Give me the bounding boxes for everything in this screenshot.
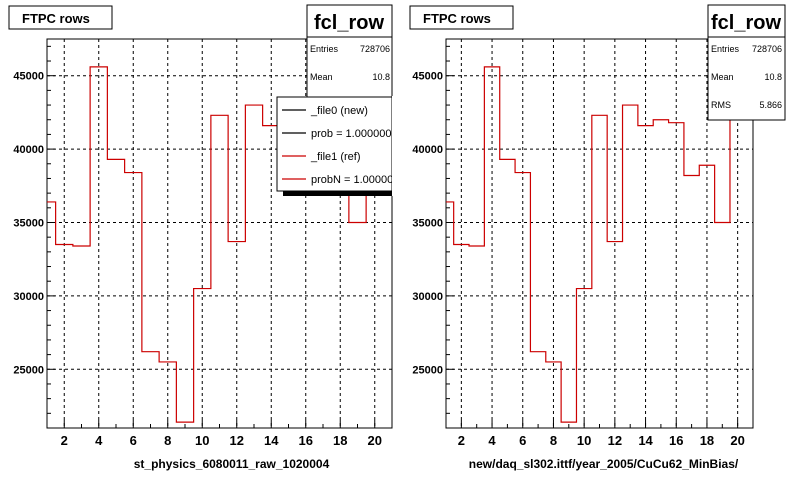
x-tick-label: 12 xyxy=(230,433,244,448)
chart-title: FTPC rows xyxy=(423,11,491,26)
histogram-bin xyxy=(184,421,186,423)
x-tick-label: 10 xyxy=(577,433,591,448)
stats-mean-label: Mean xyxy=(310,72,333,82)
histogram-bin xyxy=(660,119,662,121)
histogram-bin xyxy=(629,104,631,106)
histogram-bin xyxy=(445,201,447,203)
x-tick-label: 12 xyxy=(608,433,622,448)
histogram-bin xyxy=(506,158,508,160)
histogram-bin xyxy=(460,244,462,246)
x-tick-label: 14 xyxy=(264,433,279,448)
y-tick-label: 35000 xyxy=(412,217,443,229)
histogram-bin xyxy=(721,221,723,223)
histogram-bin xyxy=(522,172,524,174)
histogram-bin xyxy=(568,421,570,423)
x-tick-label: 2 xyxy=(458,433,465,448)
chart-panel-2: 2 4 6 8 10 12 14 16 18 20 45000 40000 35000 30000 2500… xyxy=(409,5,754,471)
legend-label: _file0 (new) xyxy=(310,105,368,117)
histogram-bin xyxy=(150,351,152,353)
histogram-bin xyxy=(132,172,134,174)
stats-name: fcl_row xyxy=(711,12,781,34)
histogram-bin xyxy=(599,114,601,116)
x-tick-label: 4 xyxy=(488,433,496,448)
legend-label: probN = 1.000000 xyxy=(311,174,399,186)
y-tick-label: 45000 xyxy=(13,71,44,83)
legend-label: _file1 (ref) xyxy=(310,151,361,163)
histogram-bin xyxy=(46,201,48,203)
histogram-bin xyxy=(63,244,65,246)
stats-entries-label: Entries xyxy=(711,44,740,54)
histogram-bin xyxy=(691,175,693,177)
histogram-bin xyxy=(236,241,238,243)
histogram-bin xyxy=(201,288,203,290)
x-tick-label: 2 xyxy=(61,433,68,448)
legend: _file0 (new) prob = 1.000000 _file1 (ref) p… xyxy=(276,96,400,196)
y-tick-label: 25000 xyxy=(13,364,44,376)
title-box xyxy=(8,5,113,30)
y-tick-label: 45000 xyxy=(412,71,443,83)
y-tick-label: 40000 xyxy=(13,144,44,156)
y-tick-label: 30000 xyxy=(412,291,443,303)
legend-frame xyxy=(276,96,393,192)
plot-frame xyxy=(445,38,754,429)
histogram-bin xyxy=(645,125,647,127)
x-tick-label: 6 xyxy=(519,433,526,448)
x-tick-label: 18 xyxy=(333,433,347,448)
stats-rms-value: 5.866 xyxy=(759,100,782,110)
histogram-bin xyxy=(81,245,83,247)
histogram-line xyxy=(446,66,746,423)
histogram-bin xyxy=(552,361,554,363)
x-tick-label: 16 xyxy=(299,433,313,448)
histogram-bin xyxy=(491,66,493,68)
histogram-bin xyxy=(675,122,677,124)
histogram-bin xyxy=(357,221,359,223)
x-tick-label: 8 xyxy=(164,433,171,448)
x-tick-label: 8 xyxy=(550,433,557,448)
legend-edge-mask xyxy=(392,96,400,196)
histogram-bin xyxy=(167,361,169,363)
stats-entries-label: Entries xyxy=(310,44,339,54)
title-box xyxy=(409,5,514,30)
stats-rms-label: RMS xyxy=(711,100,731,110)
y-tick-label: 30000 xyxy=(13,291,44,303)
x-tick-label: 10 xyxy=(195,433,209,448)
histogram-bin xyxy=(219,114,221,116)
histogram-bin xyxy=(476,245,478,247)
histogram-bin xyxy=(537,351,539,353)
x-axis-title: st_physics_6080011_raw_1020004 xyxy=(134,457,330,471)
y-tick-label: 25000 xyxy=(412,364,443,376)
stats-mean-value: 10.8 xyxy=(372,72,390,82)
stats-entries-value: 728706 xyxy=(752,44,782,54)
stats-frame xyxy=(707,4,786,121)
x-axis-title: new/daq_sl302.ittf/year_2005/CuCu62_MinB… xyxy=(469,457,739,471)
x-tick-label: 4 xyxy=(95,433,103,448)
histogram-bin xyxy=(706,164,708,166)
x-tick-label: 14 xyxy=(638,433,653,448)
stats-mean-label: Mean xyxy=(711,72,734,82)
histogram-bin xyxy=(583,288,585,290)
x-tick-label: 16 xyxy=(669,433,683,448)
chart-title: FTPC rows xyxy=(22,11,90,26)
histogram-bin xyxy=(253,104,255,106)
x-tick-label: 20 xyxy=(368,433,382,448)
stats-box-2: fcl_row Entries 728706 Mean 10.8 RMS 5.866 xyxy=(707,4,786,121)
x-tick-label: 6 xyxy=(130,433,137,448)
x-tick-label: 18 xyxy=(700,433,714,448)
stats-name: fcl_row xyxy=(314,12,384,34)
histogram-bin xyxy=(115,158,117,160)
histogram-bin xyxy=(98,66,100,68)
legend-label: prob = 1.000000 xyxy=(311,128,391,140)
x-tick-label: 20 xyxy=(730,433,744,448)
y-tick-label: 40000 xyxy=(412,144,443,156)
histogram-bin xyxy=(614,241,616,243)
stats-mean-value: 10.8 xyxy=(764,72,782,82)
histogram-bin xyxy=(270,125,272,127)
stats-entries-value: 728706 xyxy=(360,44,390,54)
y-tick-label: 35000 xyxy=(13,217,44,229)
